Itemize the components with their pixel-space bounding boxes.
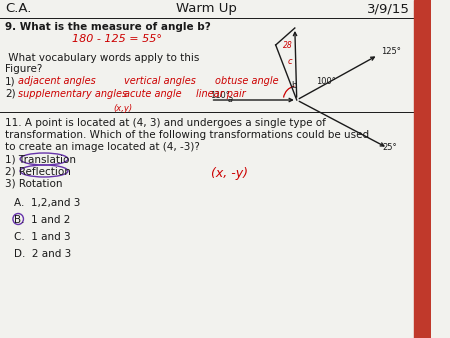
Text: vertical angles: vertical angles	[125, 76, 196, 86]
Text: 25°: 25°	[383, 144, 397, 152]
Text: a: a	[228, 95, 233, 103]
Text: 3/9/15: 3/9/15	[367, 2, 410, 15]
Text: b: b	[291, 81, 297, 91]
Text: A.  1,2,and 3: A. 1,2,and 3	[14, 198, 81, 208]
Text: 1) Translation: 1) Translation	[5, 155, 76, 165]
Text: Figure?: Figure?	[5, 64, 42, 74]
Text: (x, -y): (x, -y)	[211, 167, 248, 180]
Text: B.  1 and 2: B. 1 and 2	[14, 215, 71, 225]
Text: obtuse angle: obtuse angle	[216, 76, 279, 86]
Text: c: c	[287, 57, 292, 67]
Text: linear pair: linear pair	[196, 89, 246, 99]
Text: 100°: 100°	[316, 77, 336, 87]
Text: Warm Up: Warm Up	[176, 2, 237, 15]
Text: 2): 2)	[5, 89, 15, 99]
Text: transformation. Which of the following transformations could be used: transformation. Which of the following t…	[5, 130, 369, 140]
Text: What vocabulary words apply to this: What vocabulary words apply to this	[5, 53, 199, 63]
Bar	[414, 0, 431, 338]
Text: 3) Rotation: 3) Rotation	[5, 179, 62, 189]
Text: 125°: 125°	[381, 48, 401, 56]
Text: to create an image located at (4, -3)?: to create an image located at (4, -3)?	[5, 142, 200, 152]
Text: 11. A point is located at (4, 3) and undergoes a single type of: 11. A point is located at (4, 3) and und…	[5, 118, 326, 128]
Text: C.A.: C.A.	[5, 2, 31, 15]
Text: 1): 1)	[5, 76, 15, 86]
Text: acute angle: acute angle	[125, 89, 182, 99]
Text: 28: 28	[284, 42, 293, 50]
Text: (x,y): (x,y)	[113, 104, 132, 113]
Text: 9. What is the measure of angle b?: 9. What is the measure of angle b?	[5, 22, 211, 32]
Text: 110°: 110°	[210, 91, 230, 99]
Text: C.  1 and 3: C. 1 and 3	[14, 232, 71, 242]
Text: D.  2 and 3: D. 2 and 3	[14, 249, 72, 259]
Text: 180 - 125 = 55°: 180 - 125 = 55°	[72, 34, 162, 44]
Text: adjacent angles: adjacent angles	[18, 76, 96, 86]
Text: 2) Reflection: 2) Reflection	[5, 167, 71, 177]
Text: supplementary angles: supplementary angles	[18, 89, 127, 99]
